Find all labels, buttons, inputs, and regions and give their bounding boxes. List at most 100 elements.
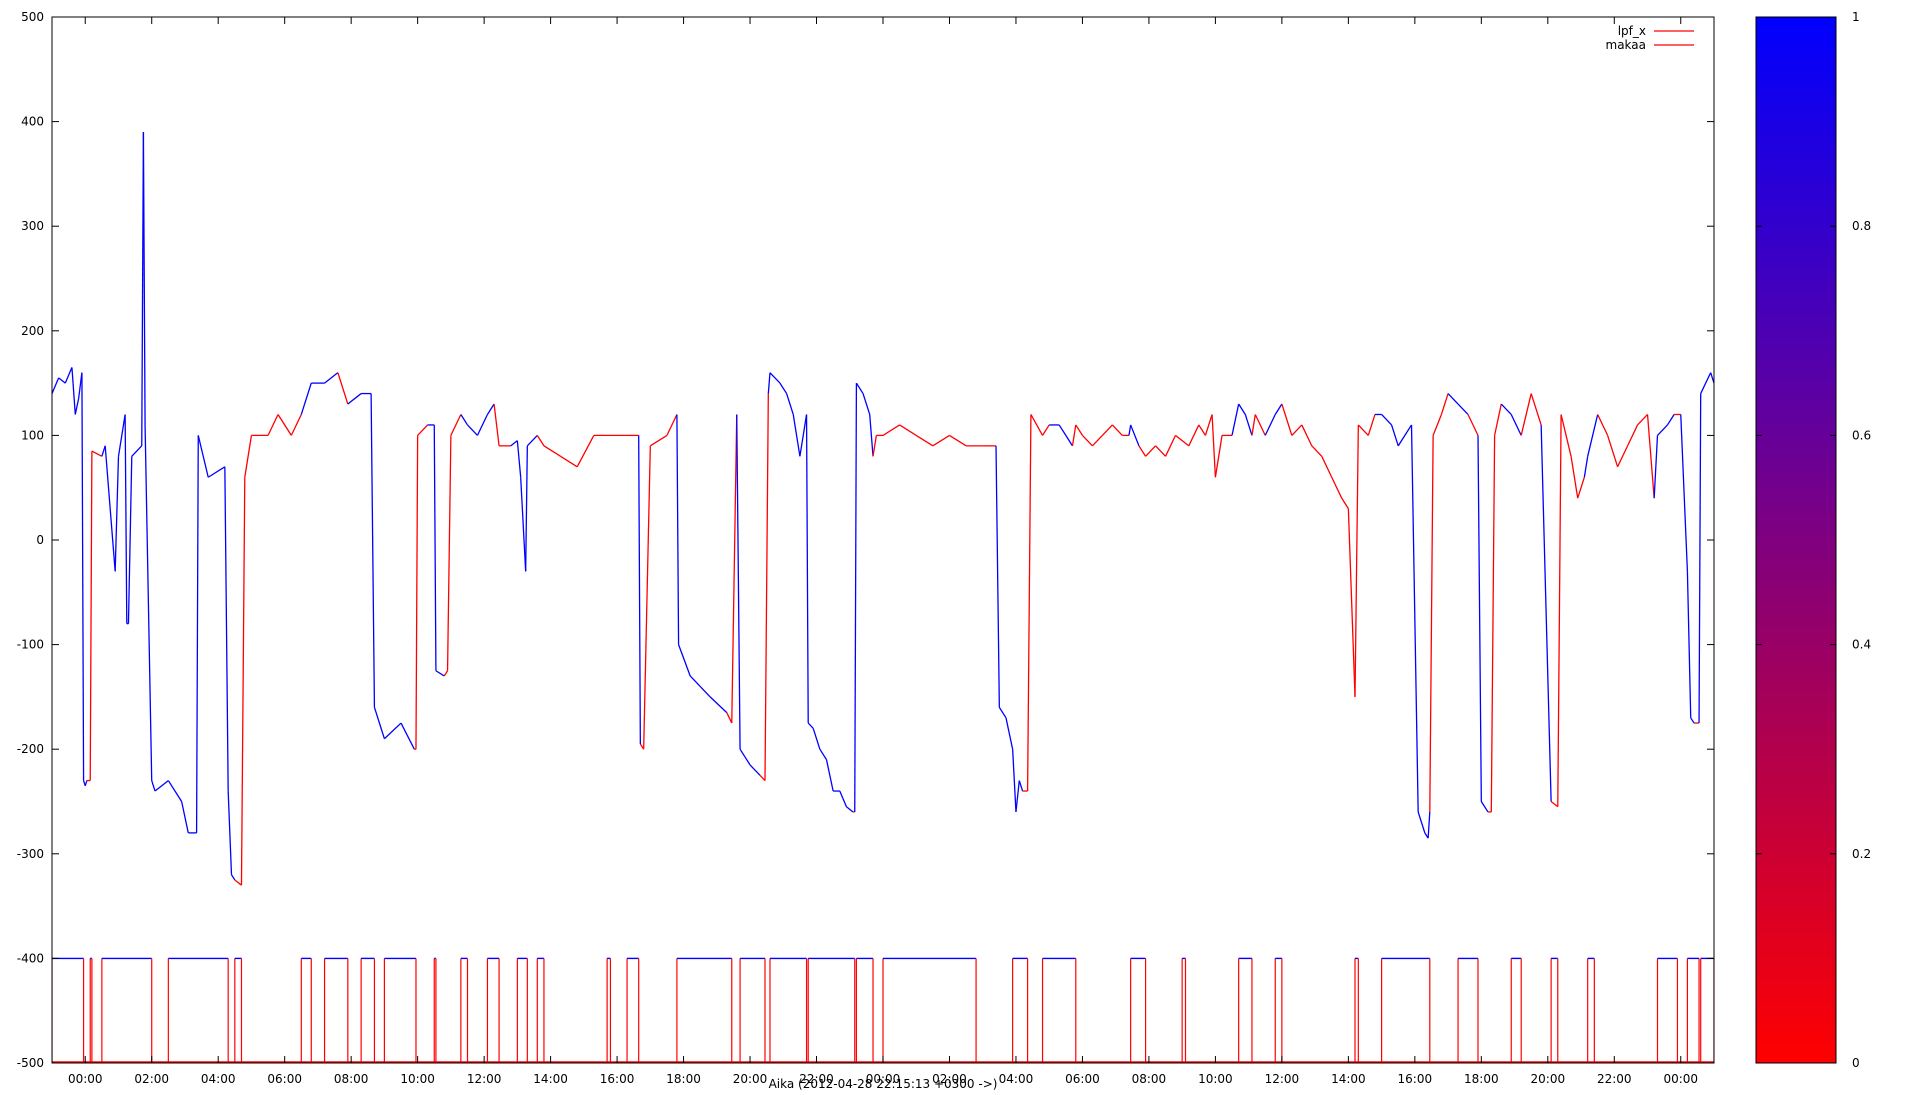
lpf-x-segment [1597, 414, 1609, 436]
plot-frame [51, 16, 1715, 1064]
lpf-x-segment [1550, 800, 1559, 808]
lpf-x-segment [267, 414, 279, 436]
lpf-x-segment [1015, 780, 1020, 813]
lpf-x-segment [995, 445, 1000, 708]
lpf-x-segment [117, 414, 126, 457]
lpf-x-segment [1404, 424, 1413, 436]
lpf-x-segment [638, 435, 641, 744]
colorbar-tick-label: 0.4 [1852, 638, 1871, 652]
lpf-x-segment [373, 707, 386, 739]
lpf-x-segment [1164, 435, 1177, 457]
lpf-x-segment [1500, 403, 1512, 415]
lpf-x-segment [1530, 393, 1542, 426]
lpf-x-segment [759, 774, 766, 782]
lpf-x-segment [767, 372, 771, 394]
lpf-x-segment [1091, 434, 1103, 447]
lpf-x-segment [726, 712, 733, 724]
lpf-x-segment [1447, 393, 1459, 405]
lpf-x-segment [1065, 435, 1074, 447]
lpf-x-segment [1646, 414, 1655, 499]
x-tick-label: 22:00 [799, 1072, 834, 1086]
y-tick-label: -300 [17, 847, 44, 861]
lpf-x-segment [805, 414, 809, 724]
lpf-x-segment [739, 748, 751, 766]
lpf-x-segment [1058, 424, 1067, 436]
lpf-x-segment [1657, 424, 1668, 436]
lpf-x-segment [709, 696, 728, 714]
lpf-x-segment [1686, 571, 1692, 718]
lpf-x-segment [807, 722, 814, 729]
lpf-x-segment [493, 403, 500, 446]
lpf-x-segment [1417, 811, 1426, 834]
lpf-x-segment [525, 445, 528, 572]
lpf-x-segment [91, 450, 103, 457]
lpf-x-segment [467, 424, 478, 436]
y-tick-label: 300 [21, 219, 44, 233]
lpf-x-segment [1231, 403, 1240, 436]
lpf-x-segment [1198, 424, 1206, 436]
lpf-x-segment [142, 132, 146, 425]
lpf-x-segment [543, 445, 561, 457]
lpf-x-segment [1005, 717, 1014, 750]
lpf-x-segment [1244, 414, 1253, 436]
lpf-x-segment [1480, 801, 1489, 813]
x-tick-label: 12:00 [1265, 1072, 1300, 1086]
x-tick-label: 16:00 [1398, 1072, 1433, 1086]
lpf-x-segment [52, 377, 60, 394]
lpf-x-segment [1188, 424, 1200, 447]
lpf-x-segment [1520, 393, 1532, 436]
lpf-x-segment [244, 435, 253, 478]
lpf-x-segment [277, 414, 292, 436]
lpf-x-segment [1011, 749, 1017, 812]
lpf-x-segment [1457, 403, 1469, 415]
x-axis-label: Aika (2012-04-28 22:15:13 +0300 ->) [769, 1077, 998, 1091]
lpf-x-segment [64, 367, 73, 384]
lpf-x-segment [846, 806, 854, 813]
lpf-x-segment [1477, 435, 1482, 802]
colorbar: 0 0.2 0.4 0.6 0.8 1 [1755, 10, 1871, 1070]
lpf-x-segment [560, 455, 578, 468]
lpf-x-segment [1467, 414, 1479, 436]
lpf-x-segment [839, 790, 848, 807]
lpf-x-segment [1155, 445, 1167, 457]
lpf-x-segment [1577, 477, 1585, 499]
lpf-x-segment [1354, 424, 1359, 697]
lpf-x-segment [89, 451, 93, 781]
lpf-x-segment [1042, 424, 1050, 436]
lpf-x-segment [124, 414, 128, 624]
lpf-x-segment [1570, 456, 1579, 499]
lpf-x-segment [181, 801, 189, 834]
lpf-x-segment [819, 748, 828, 761]
lpf-x-segment [792, 414, 801, 457]
x-tick-label: 20:00 [1531, 1072, 1566, 1086]
lpf-x-segment [486, 403, 495, 415]
x-axis: 00:00 02:00 04:00 06:00 08:00 10:00 12:00 14:00… [68, 17, 1698, 1086]
lpf-x-segment [779, 382, 788, 394]
lpf-x-segment [1204, 414, 1213, 436]
lpf-x-segment [676, 414, 680, 645]
lpf-x-segment [167, 780, 183, 802]
lpf-x-segment [785, 393, 794, 415]
lpf-x-segment [207, 466, 226, 478]
lpf-x-segment [1347, 508, 1356, 697]
lpf-x-segment [234, 879, 242, 886]
lpf-x-segment [443, 670, 449, 677]
lpf-x-segment [1440, 393, 1449, 415]
lpf-x-segment [1211, 414, 1217, 478]
y-tick-label: 0 [36, 533, 44, 547]
colorbar-tick-label: 0.6 [1852, 428, 1871, 442]
lpf-x-segment [1680, 414, 1689, 572]
lpf-x-segment [1111, 424, 1123, 436]
x-tick-label: 06:00 [267, 1072, 302, 1086]
lpf-x-segment [1321, 456, 1333, 478]
x-tick-label: 14:00 [533, 1072, 568, 1086]
lpf-x-segment [1560, 414, 1572, 457]
lpf-x-segment [1214, 435, 1223, 478]
lpf-x-segment [1130, 424, 1140, 447]
lpf-x-segment [476, 414, 489, 436]
lpf-x-segment [324, 372, 339, 384]
lpf-x-segment [1381, 414, 1393, 426]
lpf-x-segment [825, 759, 834, 792]
lpf-x-segment [699, 685, 711, 698]
